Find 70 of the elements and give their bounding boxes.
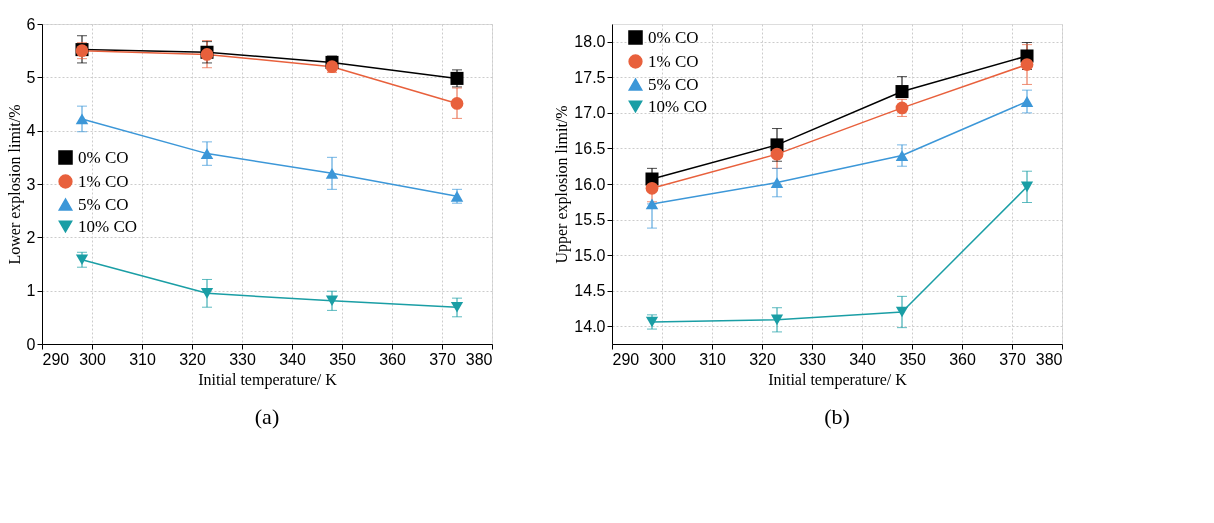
y-tick-label: 14.5 — [574, 282, 606, 300]
y-tick-label: 0 — [26, 335, 36, 353]
y-axis-title: Lower explosion limit/% — [5, 104, 24, 265]
point — [1020, 58, 1034, 71]
x-tick-label: 320 — [749, 350, 776, 368]
point — [645, 198, 659, 210]
point — [325, 167, 339, 179]
y-tick-label: 16.0 — [574, 175, 606, 193]
x-axis-title: Initial temperature/ K — [198, 370, 338, 389]
y-tick-label: 15.0 — [574, 246, 606, 264]
x-tick-label: 300 — [649, 350, 676, 368]
x-tick-label: 290 — [612, 350, 640, 368]
x-tick-label: 310 — [699, 350, 726, 368]
point — [450, 71, 464, 85]
point — [450, 97, 464, 110]
point — [325, 295, 339, 307]
x-tick-label: 380 — [1035, 350, 1063, 368]
point — [895, 306, 909, 318]
x-tick-label: 350 — [899, 350, 926, 368]
text: (b) — [824, 404, 850, 429]
x-tick-label: 370 — [429, 350, 456, 368]
x-tick-label: 360 — [949, 350, 976, 368]
legend-label: 5% CO — [78, 194, 129, 214]
x-tick-label: 360 — [379, 350, 406, 368]
y-tick-label: 17.5 — [574, 68, 606, 86]
x-tick-label: 320 — [179, 350, 206, 368]
y-tick-label: 16.5 — [574, 139, 606, 157]
x-tick-label: 290 — [42, 350, 70, 368]
y-tick-label: 5 — [26, 68, 36, 86]
point — [895, 85, 909, 99]
x-axis-title: Initial temperature/ K — [768, 370, 908, 389]
point — [450, 301, 464, 313]
y-tick-label: 18.0 — [574, 33, 606, 51]
x-tick-label: 340 — [849, 350, 876, 368]
x-tick-label: 300 — [79, 350, 106, 368]
point — [770, 147, 784, 161]
y-tick-label: 2 — [26, 228, 36, 246]
point — [1020, 96, 1034, 107]
legend-label: 0% CO — [78, 147, 129, 167]
legend-label: 5% CO — [648, 74, 699, 94]
point — [895, 150, 909, 161]
text: (a) — [254, 404, 280, 429]
point — [1020, 181, 1034, 193]
y-tick-label: 3 — [26, 175, 36, 193]
point — [325, 60, 339, 74]
legend-label: 1% CO — [78, 171, 129, 191]
x-tick-label: 330 — [229, 350, 256, 368]
y-tick-label: 15.5 — [574, 211, 606, 229]
point — [645, 181, 659, 195]
x-tick-label: 330 — [799, 350, 826, 368]
y-tick-label: 17.0 — [574, 104, 606, 122]
x-tick-label: 310 — [129, 350, 156, 368]
legend-label: 0% CO — [648, 27, 699, 47]
x-tick-label: 350 — [329, 350, 356, 368]
point — [200, 288, 214, 299]
legend-label: 10% CO — [78, 216, 138, 236]
point — [200, 148, 214, 160]
y-tick-label: 14.0 — [574, 317, 606, 335]
y-tick-label: 1 — [26, 282, 36, 300]
x-tick-label: 380 — [465, 350, 493, 368]
y-tick-label: 4 — [26, 122, 36, 140]
legend-label: 10% CO — [648, 96, 708, 116]
x-tick-label: 370 — [999, 350, 1026, 368]
x-tick-label: 340 — [279, 350, 306, 368]
y-axis-title: Upper explosion limit/% — [553, 105, 572, 264]
legend-label: 1% CO — [648, 51, 699, 71]
point — [75, 113, 89, 125]
y-tick-label: 6 — [26, 15, 36, 33]
point — [770, 314, 784, 326]
point — [770, 177, 784, 188]
